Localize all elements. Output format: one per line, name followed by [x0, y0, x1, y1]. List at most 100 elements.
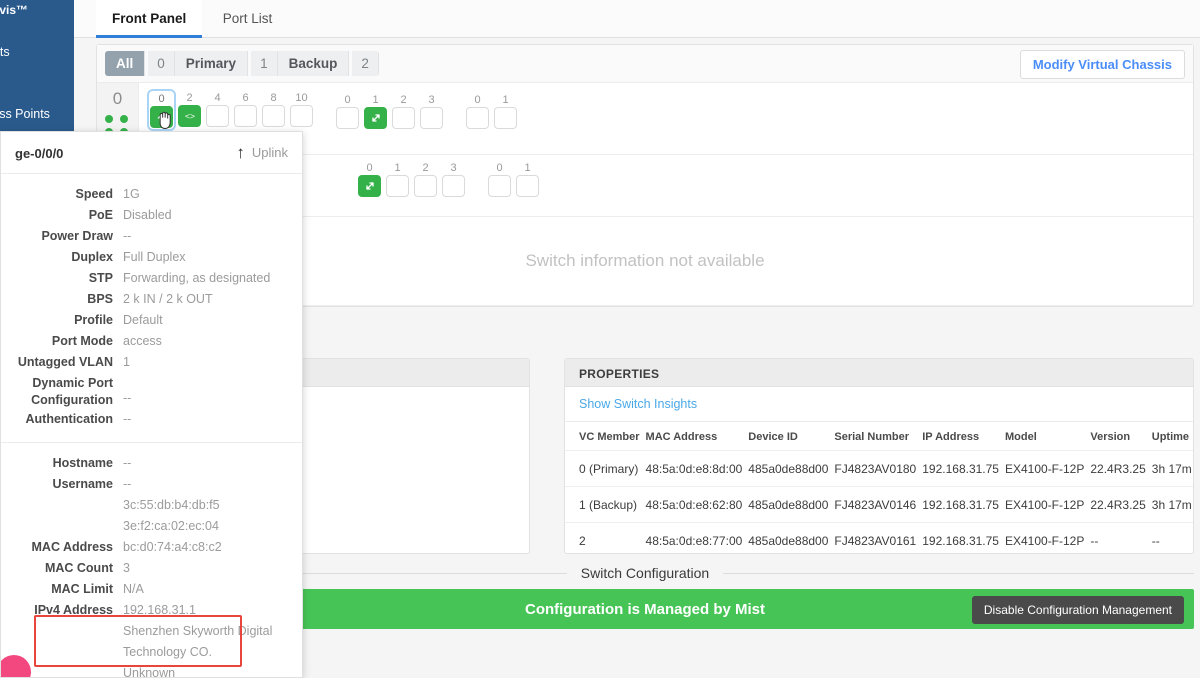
field-key: Authentication: [25, 412, 114, 426]
cell-vc-member: 0 (Primary): [565, 450, 646, 487]
port-label: 8: [270, 92, 277, 104]
port-ge-0-0-0[interactable]: 0: [147, 89, 176, 131]
uplink-arrow-icon: ↑: [236, 143, 245, 162]
row1-uplink-port-1[interactable]: 1: [385, 161, 410, 197]
port-label: 4: [214, 92, 221, 104]
tooltip-role-label: Uplink: [251, 145, 288, 160]
sidebar-brand: arvis™: [0, 3, 29, 17]
port-grid-0: 0 2 <>: [147, 89, 539, 131]
tab-port-list[interactable]: Port List: [222, 11, 273, 26]
cell-version: 22.4R3.25: [1090, 450, 1152, 487]
filter-all[interactable]: All: [105, 51, 146, 76]
port-detail-tooltip: ge-0/0/0 ↑ Uplink Speed 1G PoE Disabled P…: [0, 131, 303, 678]
cell-ip-address: 192.168.31.75: [922, 486, 1005, 523]
port-ge-0-0-6[interactable]: 6: [233, 91, 258, 129]
row1-vcp-port-1[interactable]: 1: [515, 161, 540, 197]
port-group: 0 1: [465, 93, 521, 129]
uplink-port-3[interactable]: 3: [419, 93, 444, 129]
tooltip-field-poe: PoE Disabled: [1, 205, 302, 226]
support-chat-bubble[interactable]: [1, 655, 31, 677]
front-panel-toolbar: All 0 Primary 1 Backup 2 Modify Virtual …: [97, 45, 1193, 83]
field-key: Duplex: [71, 250, 113, 264]
field-value: Full Duplex: [123, 250, 186, 264]
cell-model: EX4100-F-12P: [1004, 450, 1091, 487]
sidebar-item-events[interactable]: ents: [0, 39, 74, 65]
cell-vc-member: 2: [565, 522, 646, 553]
field-value: Forwarding, as designated: [123, 271, 271, 285]
properties-table: VC Member MAC Address Device ID Serial N…: [565, 422, 1193, 553]
show-switch-insights-link[interactable]: Show Switch Insights: [565, 387, 1193, 422]
table-row[interactable]: 1 (Backup) 48:5a:0d:e8:62:80 485a0de88d0…: [565, 486, 1193, 523]
vcp-port-1[interactable]: 1: [493, 93, 518, 129]
port-uplink-icon: [150, 106, 173, 128]
field-value: --: [123, 412, 132, 426]
disable-configuration-management-button[interactable]: Disable Configuration Management: [971, 596, 1184, 624]
tooltip-field-untagged-vlan: Untagged VLAN 1: [1, 352, 302, 373]
col-uptime: Uptime: [1151, 431, 1190, 443]
tooltip-field-authentication: Authentication --: [1, 409, 302, 430]
port-grid-1: 0 1 2: [357, 161, 561, 197]
port-label: 6: [242, 92, 249, 104]
filter-member-1[interactable]: 1: [251, 51, 278, 76]
modify-virtual-chassis-button[interactable]: Modify Virtual Chassis: [1019, 50, 1185, 79]
field-key: PoE: [88, 208, 113, 222]
tooltip-field-mac-address: MAC Address 3c:55:db:b4:db:f5 3e:f2:ca:0…: [1, 495, 302, 558]
mist-managed-message: Configuration is Managed by Mist: [524, 600, 765, 618]
port-box: [420, 107, 443, 129]
cell-uptime: 3h 17m: [1151, 450, 1193, 487]
row1-vcp-port-0[interactable]: 0: [487, 161, 512, 197]
port-label: 0: [158, 93, 165, 105]
port-ge-0-0-2[interactable]: 2 <>: [177, 91, 202, 129]
row1-uplink-port-0[interactable]: 0: [357, 161, 382, 197]
col-device-id: Device ID: [748, 431, 798, 443]
tab-front-panel[interactable]: Front Panel: [96, 0, 203, 38]
cell-ip-address: 192.168.31.75: [922, 450, 1005, 487]
properties-card: PROPERTIES Show Switch Insights VC Membe…: [564, 358, 1194, 554]
row1-uplink-port-2[interactable]: 2: [413, 161, 438, 197]
filter-primary[interactable]: Primary: [174, 51, 249, 76]
uplink-port-0[interactable]: 0: [335, 93, 360, 129]
sidebar-item-label: ents: [0, 45, 10, 59]
section-title-text: Switch Configuration: [580, 565, 710, 581]
filter-member-2[interactable]: 2: [352, 51, 379, 76]
col-serial-number: Serial Number: [834, 431, 909, 443]
table-row[interactable]: 0 (Primary) 48:5a:0d:e8:8d:00 485a0de88d…: [565, 450, 1193, 487]
port-box: [290, 105, 313, 127]
field-key: MAC Address: [31, 540, 114, 554]
port-box: [516, 175, 539, 197]
port-group: 0 1: [487, 161, 543, 197]
row1-uplink-port-3[interactable]: 3: [441, 161, 466, 197]
field-value: Shenzhen Skyworth Digital Technology CO.…: [123, 624, 273, 678]
field-key: Profile: [74, 313, 113, 327]
tooltip-header: ge-0/0/0 ↑ Uplink: [1, 132, 302, 174]
port-box: [442, 175, 465, 197]
sidebar-item-access-points[interactable]: cess Points: [0, 101, 74, 127]
port-box: [386, 175, 409, 197]
divider-left: [96, 572, 567, 574]
table-row[interactable]: 2 48:5a:0d:e8:77:00 485a0de88d00 FJ4823A…: [565, 522, 1193, 553]
tooltip-divider: [1, 442, 302, 443]
tooltip-field-mac-limit: MAC Limit N/A: [1, 579, 302, 600]
col-mac-address: MAC Address: [645, 431, 718, 443]
port-ge-0-0-10[interactable]: 10: [289, 91, 314, 129]
filter-member-0[interactable]: 0: [148, 51, 175, 76]
table-header-row: VC Member MAC Address Device ID Serial N…: [565, 422, 1193, 451]
port-ge-0-0-4[interactable]: 4: [205, 91, 230, 129]
port-box: [488, 175, 511, 197]
tooltip-field-username: Username --: [1, 474, 302, 495]
uplink-port-1[interactable]: 1: [363, 93, 388, 129]
field-key: Speed: [75, 187, 113, 201]
filter-backup[interactable]: Backup: [277, 51, 350, 76]
cell-serial-number: FJ4823AV0146: [834, 486, 923, 523]
tooltip-field-profile: Profile Default: [1, 310, 302, 331]
tooltip-field-hostname: Hostname --: [1, 453, 302, 474]
field-value: --: [123, 477, 132, 491]
port-console-icon: <>: [178, 105, 201, 127]
uplink-port-2[interactable]: 2: [391, 93, 416, 129]
cell-device-id: 485a0de88d00: [748, 486, 835, 523]
field-value: 3: [123, 561, 130, 575]
port-ge-0-0-8[interactable]: 8: [261, 91, 286, 129]
port-vcp-icon: [364, 107, 387, 129]
tooltip-field-stp: STP Forwarding, as designated: [1, 268, 302, 289]
vcp-port-0[interactable]: 0: [465, 93, 490, 129]
